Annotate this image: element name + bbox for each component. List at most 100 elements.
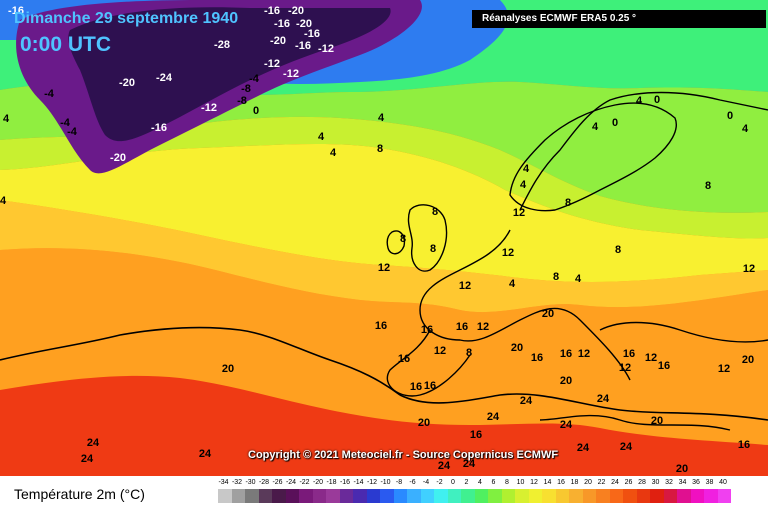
isotherm-label: 4 [592, 121, 599, 133]
isotherm-label: -4 [60, 117, 71, 129]
scale-swatch [366, 489, 380, 503]
isotherm-label: 8 [553, 271, 559, 283]
isotherm-label: -28 [214, 39, 230, 51]
scale-swatch [245, 489, 259, 503]
isotherm-label: -12 [264, 58, 280, 70]
isotherm-label: -16 [274, 18, 290, 30]
isotherm-label: -12 [283, 68, 299, 80]
scale-tick-label: -22 [299, 479, 310, 486]
scale-tick-label: 34 [678, 479, 687, 486]
scale-tick-label: 4 [478, 479, 482, 486]
scale-tick-label: -30 [245, 479, 256, 486]
scale-tick-label: 22 [597, 479, 606, 486]
isotherm-label: -16 [8, 5, 24, 17]
temperature-field [0, 0, 768, 476]
scale-swatch [353, 489, 367, 503]
isotherm-label: -12 [318, 43, 334, 55]
scale-swatch [272, 489, 286, 503]
scale-tick-label: -12 [366, 479, 378, 486]
scale-swatch [420, 489, 434, 503]
isotherm-label: 24 [87, 437, 100, 449]
isotherm-label: 16 [531, 352, 543, 364]
isotherm-label: 16 [560, 348, 572, 360]
scale-tick-label: -26 [272, 479, 283, 486]
scale-tick-label: 2 [464, 479, 469, 486]
isotherm-label: 20 [742, 354, 754, 366]
isotherm-label: 4 [3, 113, 10, 125]
scale-tick-label: -34 [218, 479, 229, 486]
scale-tick-label: 20 [584, 479, 592, 486]
scale-swatch [339, 489, 353, 503]
scale-tick-label: 32 [665, 479, 673, 486]
isotherm-label: 12 [434, 345, 446, 357]
scale-tick-label: -28 [258, 479, 270, 486]
isotherm-label: -8 [237, 95, 247, 107]
isotherm-label: 16 [410, 381, 422, 393]
isotherm-label: 12 [743, 263, 755, 275]
isotherm-label: 16 [424, 380, 436, 392]
scale-tick-label: 38 [705, 479, 714, 486]
scale-tick-label: 16 [557, 479, 565, 486]
isotherm-label: 12 [513, 207, 525, 219]
scale-tick-label: 18 [570, 479, 579, 486]
isotherm-label: 4 [318, 131, 325, 143]
scale-tick-label: -16 [339, 479, 351, 486]
isotherm-label: 24 [199, 448, 212, 460]
scale-swatch [380, 489, 394, 503]
scale-swatch [326, 489, 340, 503]
isotherm-label: 8 [377, 143, 383, 155]
isotherm-label: -4 [44, 88, 55, 100]
isotherm-label: 0 [727, 110, 733, 122]
isotherm-label: 12 [502, 247, 514, 259]
legend-title: Température 2m (°C) [14, 486, 145, 502]
scale-tick-label: 26 [624, 479, 633, 486]
isotherm-label: -20 [119, 77, 135, 89]
scale-swatch [515, 489, 529, 503]
scale-tick-label: 8 [505, 479, 509, 486]
scale-swatch [569, 489, 583, 503]
isotherm-label: 24 [487, 411, 500, 423]
isotherm-label: 20 [418, 417, 430, 429]
isotherm-label: 4 [520, 179, 527, 191]
scale-swatch [474, 489, 488, 503]
isotherm-label: 12 [378, 262, 390, 274]
scale-tick-label: -4 [422, 479, 430, 486]
copyright-notice: Copyright © 2021 Meteociel.fr - Source C… [248, 449, 559, 461]
isotherm-label: 24 [438, 460, 451, 472]
scale-swatch [555, 489, 569, 503]
isotherm-label: 8 [565, 197, 571, 209]
scale-tick-label: 24 [611, 479, 619, 486]
africa-coast [0, 326, 768, 421]
scale-swatch [231, 489, 245, 503]
isotherm-label: 16 [623, 348, 635, 360]
isotherm-label: -12 [201, 102, 217, 114]
isotherm-label: 24 [463, 458, 476, 470]
scale-tick-label: 36 [692, 479, 700, 486]
scale-swatch [407, 489, 421, 503]
scale-swatch [650, 489, 664, 503]
scale-swatch [299, 489, 313, 503]
isotherm-label: -16 [151, 122, 167, 134]
isotherm-label: 20 [542, 308, 554, 320]
isotherm-label: 16 [421, 324, 433, 336]
scale-swatch [488, 489, 502, 503]
band-8 [0, 116, 768, 239]
scale-tick-label: -18 [326, 479, 337, 486]
isotherm-label: 4 [575, 273, 582, 285]
isotherm-label: 20 [676, 463, 688, 475]
scale-swatch [218, 489, 232, 503]
isotherm-label: 8 [705, 180, 711, 192]
isotherm-label: -16 [264, 5, 280, 17]
scale-tick-label: 12 [530, 479, 538, 486]
greenland-core [68, 7, 391, 142]
scale-swatch [677, 489, 691, 503]
scale-tick-label: -20 [312, 479, 324, 486]
isotherm-label: 12 [578, 348, 590, 360]
isotherm-label: 16 [658, 360, 670, 372]
band-16 [0, 200, 768, 313]
isotherm-label: -20 [110, 152, 126, 164]
isotherm-label: 8 [400, 233, 406, 245]
isotherm-label: 20 [560, 375, 572, 387]
scale-swatch [258, 489, 272, 503]
isotherm-label: -8 [241, 83, 251, 95]
